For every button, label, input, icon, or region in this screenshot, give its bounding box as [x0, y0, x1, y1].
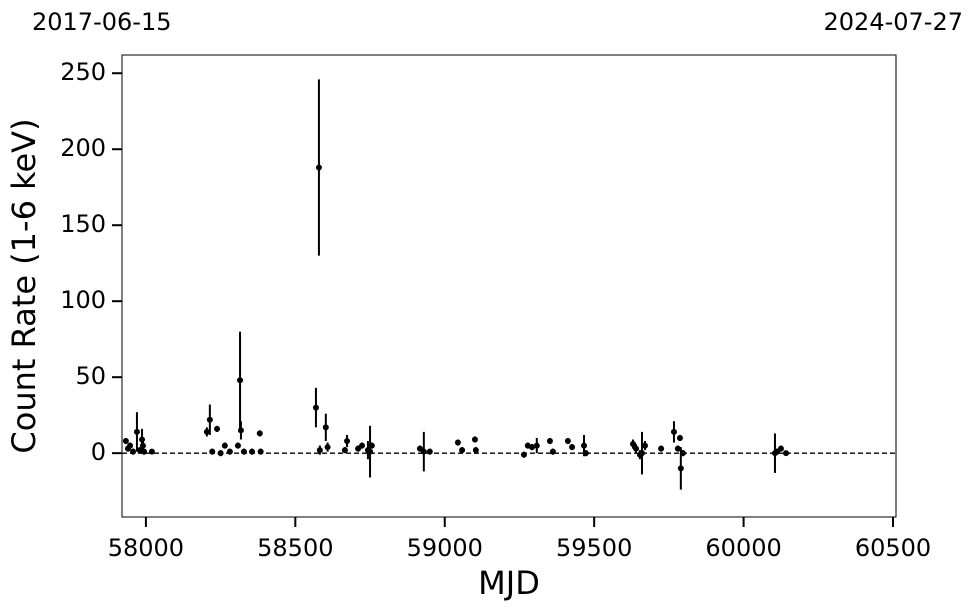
data-point	[529, 444, 536, 451]
data-point	[630, 441, 637, 448]
x-tick-label: 59000	[407, 534, 483, 562]
data-point	[677, 465, 684, 472]
x-tick-label: 58000	[108, 534, 184, 562]
data-point	[316, 447, 323, 454]
data-point	[217, 450, 224, 457]
data-point	[367, 448, 374, 455]
data-point	[420, 448, 427, 455]
data-point	[658, 445, 665, 452]
data-point	[549, 448, 556, 455]
data-point	[533, 442, 540, 449]
data-point	[582, 450, 589, 457]
data-point	[471, 436, 478, 443]
data-point	[520, 451, 527, 458]
x-axis-label: MJD	[478, 564, 540, 602]
data-point	[248, 448, 255, 455]
data-point	[133, 428, 140, 435]
data-point	[122, 438, 129, 445]
data-point	[127, 442, 134, 449]
data-point	[209, 448, 216, 455]
data-point	[546, 438, 553, 445]
top-right-date: 2024-07-27	[824, 8, 963, 36]
x-tick-label: 60500	[855, 534, 931, 562]
data-point	[777, 445, 784, 452]
top-left-date: 2017-06-15	[32, 8, 171, 36]
data-point	[240, 448, 247, 455]
y-tick-label: 200	[60, 134, 106, 162]
data-point	[426, 448, 433, 455]
data-point	[237, 377, 244, 384]
data-point	[256, 430, 263, 437]
x-tick-label: 58500	[257, 534, 333, 562]
data-point	[315, 164, 322, 171]
data-point	[139, 442, 146, 449]
data-point	[564, 438, 571, 445]
data-point	[633, 445, 640, 452]
data-point	[139, 436, 146, 443]
y-axis-label: Count Rate (1-6 keV)	[5, 118, 43, 453]
data-point	[341, 447, 348, 454]
data-point	[679, 450, 686, 457]
data-point	[368, 442, 375, 449]
data-point	[641, 442, 648, 449]
data-point	[130, 448, 137, 455]
data-point	[459, 447, 466, 454]
x-tick-label: 59500	[556, 534, 632, 562]
data-point	[221, 442, 228, 449]
y-tick-label: 0	[91, 438, 106, 466]
data-point	[638, 450, 645, 457]
data-point	[203, 428, 210, 435]
data-point	[312, 404, 319, 411]
data-point	[358, 442, 365, 449]
data-point	[226, 448, 233, 455]
data-point	[674, 445, 681, 452]
data-point	[206, 416, 213, 423]
data-point	[234, 442, 241, 449]
data-point	[257, 448, 264, 455]
data-point	[472, 447, 479, 454]
y-tick-label: 250	[60, 58, 106, 86]
plot-frame	[121, 54, 897, 518]
data-point	[322, 424, 329, 431]
y-tick-label: 100	[60, 286, 106, 314]
data-point	[141, 448, 148, 455]
data-point	[214, 425, 221, 432]
data-point	[676, 434, 683, 441]
y-tick-label: 150	[60, 210, 106, 238]
data-point	[148, 448, 155, 455]
data-point	[324, 444, 331, 451]
data-point	[344, 438, 351, 445]
data-point	[454, 439, 461, 446]
y-tick-label: 50	[75, 362, 106, 390]
x-tick-label: 60000	[705, 534, 781, 562]
data-point	[783, 450, 790, 457]
data-point	[670, 428, 677, 435]
data-point	[237, 427, 244, 434]
data-point	[569, 444, 576, 451]
data-point	[581, 442, 588, 449]
